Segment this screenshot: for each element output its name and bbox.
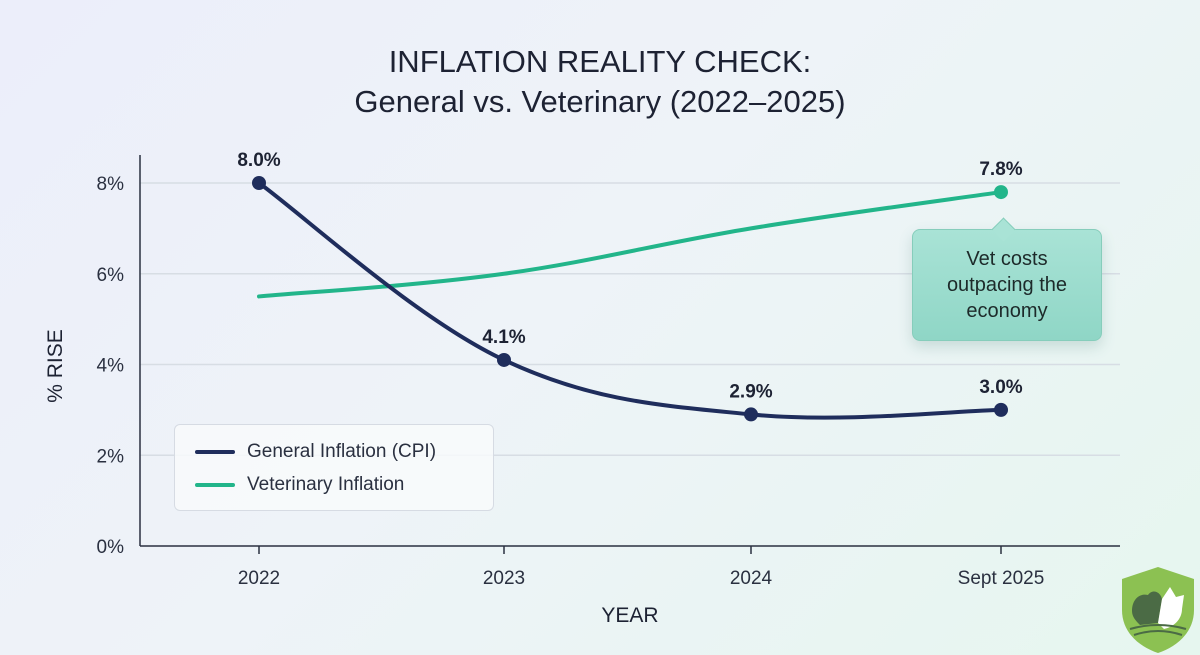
data-label: 8.0%	[237, 150, 280, 171]
annotation-callout: Vet costs outpacing the economy	[912, 229, 1102, 341]
x-tick-label: 2024	[730, 568, 773, 589]
legend-item-vet: Veterinary Inflation	[195, 474, 404, 496]
y-tick-label: 4%	[97, 356, 125, 377]
legend-swatch-cpi	[195, 450, 235, 454]
data-point	[744, 407, 758, 422]
chart-subtitle: General vs. Veterinary (2022–2025)	[354, 84, 846, 119]
data-point	[994, 402, 1008, 417]
x-tick-label: Sept 2025	[958, 568, 1045, 589]
chart-title: INFLATION REALITY CHECK:	[388, 44, 812, 79]
x-tick-label: 2022	[238, 568, 280, 589]
legend: General Inflation (CPI) Veterinary Infla…	[174, 424, 494, 511]
y-axis-label: % RISE	[44, 329, 67, 403]
data-point	[497, 352, 511, 367]
data-point	[994, 185, 1008, 200]
legend-item-cpi: General Inflation (CPI)	[195, 441, 436, 463]
data-label: 3.0%	[979, 377, 1022, 398]
series-line-0	[257, 181, 1003, 420]
y-tick-label: 6%	[97, 265, 125, 286]
data-point	[252, 176, 266, 190]
x-axis-label: YEAR	[601, 604, 658, 627]
x-tick-label: 2023	[483, 568, 525, 589]
data-label: 4.1%	[482, 327, 525, 348]
legend-label-vet: Veterinary Inflation	[247, 474, 405, 495]
dog-cat-shield-logo-icon	[1122, 567, 1194, 653]
y-tick-label: 0%	[97, 537, 125, 558]
legend-swatch-vet	[195, 483, 235, 487]
series-line-1	[257, 190, 1003, 299]
data-label: 7.8%	[979, 159, 1022, 180]
y-tick-label: 2%	[97, 446, 125, 467]
annotation-text: Vet costs outpacing the economy	[946, 248, 1068, 322]
y-tick-label: 8%	[97, 174, 125, 195]
data-label: 2.9%	[729, 381, 772, 402]
legend-label-cpi: General Inflation (CPI)	[247, 441, 437, 462]
